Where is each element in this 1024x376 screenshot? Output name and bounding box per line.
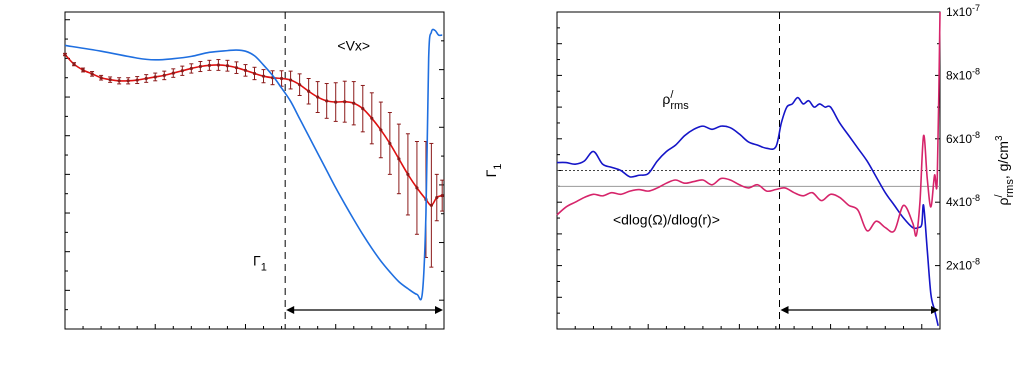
data-point bbox=[435, 195, 439, 200]
y2-tick-label: 4x10-8 bbox=[946, 193, 980, 209]
data-point bbox=[261, 74, 266, 78]
annotation-text: ρ bbox=[662, 91, 670, 107]
data-point bbox=[334, 100, 338, 104]
leptocline-arrow-head-right bbox=[931, 306, 939, 314]
data-point bbox=[429, 203, 433, 207]
data-point bbox=[397, 157, 401, 161]
data-point bbox=[63, 52, 67, 57]
y2-tick-label: 2x10-8 bbox=[946, 257, 980, 273]
series-annotation: <Vx> bbox=[337, 38, 370, 54]
annotation-text: <dlog(Ω)/dlog(r)> bbox=[613, 211, 720, 227]
data-point bbox=[352, 101, 356, 105]
data-point bbox=[243, 68, 248, 72]
data-point bbox=[307, 89, 311, 93]
data-point bbox=[298, 83, 302, 87]
data-point bbox=[388, 141, 392, 146]
series-annotation: <dlog(Ω)/dlog(r)> bbox=[613, 211, 720, 227]
y2-tick-label: 6x10-8 bbox=[946, 130, 980, 146]
data-point bbox=[171, 71, 175, 75]
data-point bbox=[234, 66, 239, 70]
data-point bbox=[72, 62, 76, 66]
data-point bbox=[216, 63, 221, 67]
data-point bbox=[370, 116, 374, 120]
data-point bbox=[108, 78, 112, 82]
y2-tick-label-exponent: -8 bbox=[972, 257, 980, 267]
data-point bbox=[153, 75, 157, 79]
y2-label-sup: / bbox=[993, 194, 1005, 198]
y2-tick-label-base: 2x10 bbox=[946, 259, 972, 273]
y2-tick-label: 1x10-7 bbox=[946, 3, 980, 19]
data-point bbox=[316, 95, 320, 99]
data-point bbox=[144, 76, 148, 81]
data-point bbox=[81, 68, 85, 72]
y2-tick-label-base: 1x10 bbox=[946, 5, 972, 19]
y2-tick-label-base: 4x10 bbox=[946, 195, 972, 209]
leptocline-arrow-head-left bbox=[286, 306, 295, 314]
data-point bbox=[126, 79, 130, 83]
data-point bbox=[189, 66, 193, 71]
data-point bbox=[343, 100, 347, 104]
y2-tick-label-exponent: -8 bbox=[972, 193, 980, 203]
data-point bbox=[225, 64, 230, 68]
panel-b: 2x10-84x10-86x10-88x10-81x10-7ρ/rms<dlog… bbox=[556, 3, 1016, 330]
data-point bbox=[415, 186, 419, 190]
annotation-text: Γ bbox=[253, 253, 261, 269]
data-point bbox=[135, 78, 139, 82]
data-point bbox=[207, 63, 211, 67]
y2-label-sub: rms bbox=[1004, 179, 1016, 198]
y2-tick-label-exponent: -7 bbox=[972, 3, 980, 13]
data-point bbox=[99, 76, 103, 80]
annotation-sub: rms bbox=[670, 100, 689, 112]
series-annotation: ρ/rms bbox=[662, 89, 689, 112]
y2-label-sub: 1 bbox=[492, 164, 504, 170]
annotation-sup: / bbox=[670, 89, 674, 101]
leptocline-arrow-head-left bbox=[780, 306, 789, 314]
series-line bbox=[556, 96, 939, 327]
y2-label-unit: , g/cm bbox=[995, 141, 1011, 179]
data-point bbox=[379, 128, 383, 132]
data-point bbox=[162, 73, 166, 77]
series-annotation: Γ1 bbox=[253, 253, 267, 274]
data-point bbox=[180, 69, 184, 73]
y2-tick-label-exponent: -8 bbox=[972, 130, 980, 140]
y2-label-unit-sup: 3 bbox=[994, 135, 1005, 141]
data-point bbox=[198, 64, 202, 69]
leptocline-arrow-head-right bbox=[435, 306, 443, 314]
series-line bbox=[64, 28, 443, 301]
annotation-text: <Vx> bbox=[337, 38, 370, 54]
y2-tick-label-exponent: -8 bbox=[972, 66, 980, 76]
data-point bbox=[440, 194, 444, 198]
y2-tick-label: 8x10-8 bbox=[946, 66, 980, 82]
annotation-sub: 1 bbox=[261, 262, 267, 274]
y2-axis-label: ρ/rms, g/cm3 bbox=[993, 135, 1016, 205]
data-point bbox=[288, 78, 293, 82]
y2-label-symbol: Γ bbox=[483, 169, 499, 177]
data-point bbox=[325, 99, 329, 103]
y2-axis-label: Γ1 bbox=[483, 164, 504, 178]
y2-tick-label-base: 6x10 bbox=[946, 132, 972, 146]
plot-frame bbox=[64, 11, 445, 330]
series-line bbox=[64, 53, 443, 207]
y2-label-symbol: ρ bbox=[995, 198, 1011, 206]
data-point bbox=[252, 71, 257, 76]
data-point bbox=[279, 76, 284, 81]
y2-tick-label-base: 8x10 bbox=[946, 68, 972, 82]
series-line bbox=[556, 11, 941, 237]
data-point bbox=[117, 79, 121, 83]
data-point bbox=[90, 72, 94, 76]
data-point bbox=[361, 107, 365, 111]
data-point bbox=[406, 172, 410, 176]
